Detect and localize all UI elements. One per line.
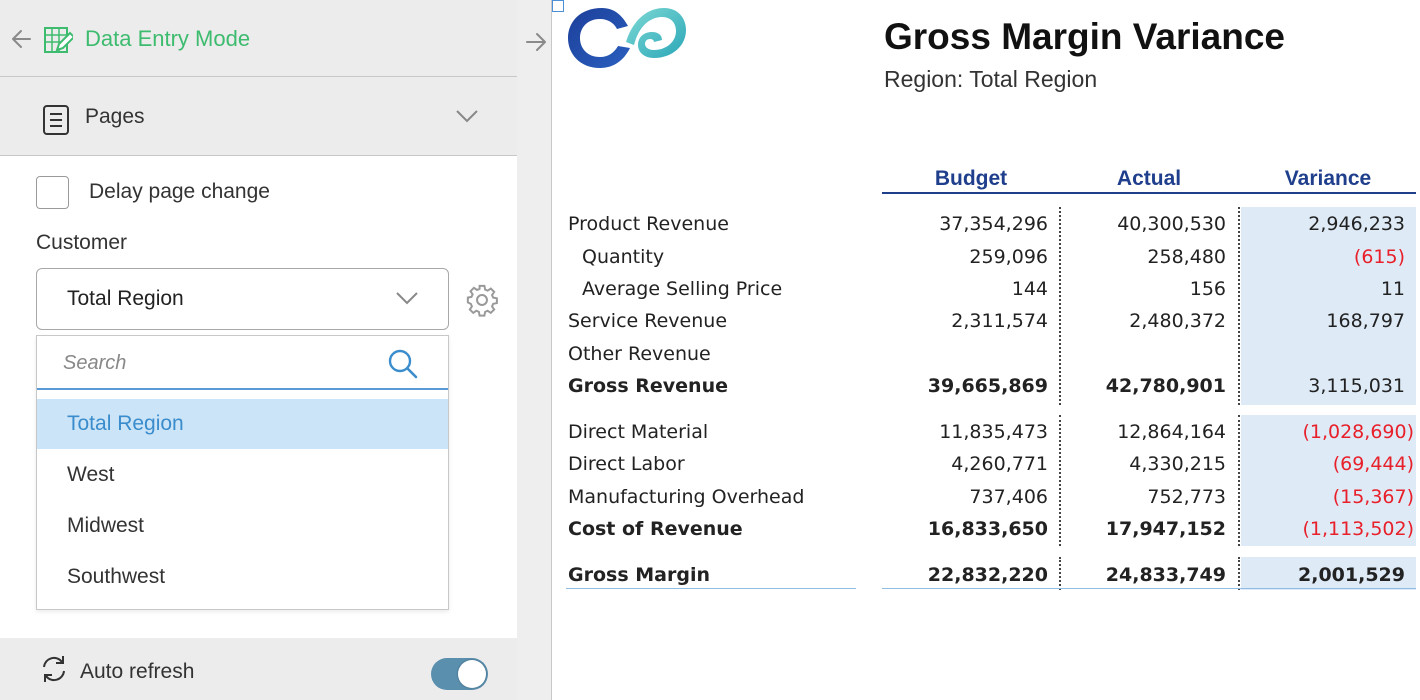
data-entry-icon: [43, 25, 76, 60]
separator-actual-variance: [1238, 415, 1240, 546]
row-label: Direct Labor: [568, 453, 685, 475]
customer-dropdown: Search Total Region West Midwest Southwe…: [36, 335, 449, 610]
actual-cell: 2,480,372: [1129, 310, 1226, 332]
selection-handle[interactable]: [552, 0, 564, 12]
back-arrow-icon[interactable]: [10, 26, 34, 52]
report-canvas: Gross Margin Variance Region: Total Regi…: [552, 0, 1420, 700]
actual-cell: 42,780,901: [1105, 375, 1226, 397]
pages-body: Delay page change Customer Total Region …: [0, 156, 517, 638]
actual-cell: 40,300,530: [1117, 213, 1226, 235]
variance-cell: 2,946,233: [1308, 213, 1405, 235]
separator-budget-actual: [1059, 557, 1061, 590]
budget-cell: 39,665,869: [927, 375, 1048, 397]
collapse-gutter: [517, 0, 552, 700]
customer-select[interactable]: Total Region: [36, 268, 449, 330]
separator-actual-variance: [1238, 207, 1240, 405]
row-label: Quantity: [582, 246, 665, 268]
option-southwest[interactable]: Southwest: [67, 565, 166, 588]
variance-cell: (615): [1353, 246, 1405, 268]
delay-page-change-checkbox[interactable]: [36, 176, 69, 209]
budget-cell: 16,833,650: [927, 518, 1048, 540]
row-label: Direct Material: [568, 421, 709, 443]
pages-label: Pages: [85, 105, 145, 128]
variance-band-margin: [1241, 557, 1416, 590]
chevron-down-icon: [395, 291, 419, 310]
report-title: Gross Margin Variance: [884, 16, 1286, 57]
actual-cell: 24,833,749: [1105, 564, 1226, 586]
variance-cell: (69,444): [1332, 453, 1414, 475]
auto-refresh-bar: Auto refresh: [0, 638, 517, 700]
budget-cell: 11,835,473: [939, 421, 1048, 443]
actual-cell: 156: [1189, 278, 1226, 300]
variance-cell: 168,797: [1326, 310, 1405, 332]
header-rule: [882, 192, 1416, 194]
variance-cell: 2,001,529: [1298, 564, 1405, 586]
delay-page-change-label: Delay page change: [89, 180, 270, 203]
row-label: Manufacturing Overhead: [568, 486, 805, 508]
toggle-knob: [458, 660, 486, 688]
row-label: Average Selling Price: [582, 278, 783, 300]
forward-arrow-icon[interactable]: [525, 30, 547, 59]
separator-budget-actual: [1059, 207, 1061, 405]
column-header-variance: Variance: [1284, 167, 1372, 190]
row-label: Other Revenue: [568, 343, 711, 365]
search-placeholder: Search: [63, 352, 127, 374]
variance-cell: 3,115,031: [1308, 375, 1405, 397]
budget-cell: 22,832,220: [927, 564, 1048, 586]
customer-label: Customer: [36, 231, 128, 254]
search-input[interactable]: Search: [37, 336, 448, 390]
budget-cell: 259,096: [969, 246, 1048, 268]
option-west[interactable]: West: [67, 463, 115, 486]
actual-cell: 4,330,215: [1129, 453, 1226, 475]
document-icon: [42, 104, 70, 141]
refresh-icon: [38, 654, 70, 689]
budget-cell: 2,311,574: [951, 310, 1048, 332]
actual-cell: 258,480: [1147, 246, 1226, 268]
variance-cell: (15,367): [1332, 486, 1414, 508]
data-entry-mode-label[interactable]: Data Entry Mode: [85, 26, 251, 51]
row-label: Gross Margin: [568, 564, 710, 586]
option-midwest[interactable]: Midwest: [67, 514, 145, 537]
row-label: Service Revenue: [568, 310, 728, 332]
variance-band-revenue: [1241, 207, 1416, 405]
customer-select-value: Total Region: [67, 287, 184, 310]
budget-cell: 37,354,296: [939, 213, 1048, 235]
separator-actual-variance: [1238, 557, 1240, 590]
margin-underline: [566, 588, 856, 589]
column-header-budget: Budget: [934, 167, 1008, 190]
variance-cell: (1,028,690): [1302, 421, 1414, 443]
logo: [564, 2, 689, 79]
report-subtitle: Region: Total Region: [884, 66, 1098, 92]
separator-budget-actual: [1059, 415, 1061, 546]
option-total-region[interactable]: Total Region: [37, 399, 448, 449]
column-header-actual: Actual: [1116, 167, 1182, 190]
row-label: Product Revenue: [568, 213, 729, 235]
budget-cell: 144: [1011, 278, 1048, 300]
row-label: Cost of Revenue: [568, 518, 743, 540]
chevron-down-icon[interactable]: [455, 109, 479, 128]
variance-cell: (1,113,502): [1302, 518, 1414, 540]
row-label: Gross Revenue: [568, 375, 728, 397]
actual-cell: 12,864,164: [1117, 421, 1226, 443]
actual-cell: 17,947,152: [1105, 518, 1226, 540]
panel-header: Data Entry Mode: [0, 0, 517, 77]
search-icon[interactable]: [387, 348, 419, 385]
budget-cell: 737,406: [969, 486, 1048, 508]
budget-cell: 4,260,771: [951, 453, 1048, 475]
gear-icon[interactable]: [465, 283, 499, 322]
margin-underline: [882, 588, 1416, 589]
variance-band-cost: [1241, 415, 1416, 546]
pages-section[interactable]: Pages: [0, 77, 517, 156]
actual-cell: 752,773: [1147, 486, 1226, 508]
variance-cell: 11: [1380, 278, 1405, 300]
left-panel: Data Entry Mode Pages Delay page change …: [0, 0, 517, 700]
auto-refresh-label: Auto refresh: [80, 660, 195, 683]
auto-refresh-toggle[interactable]: [431, 658, 488, 690]
